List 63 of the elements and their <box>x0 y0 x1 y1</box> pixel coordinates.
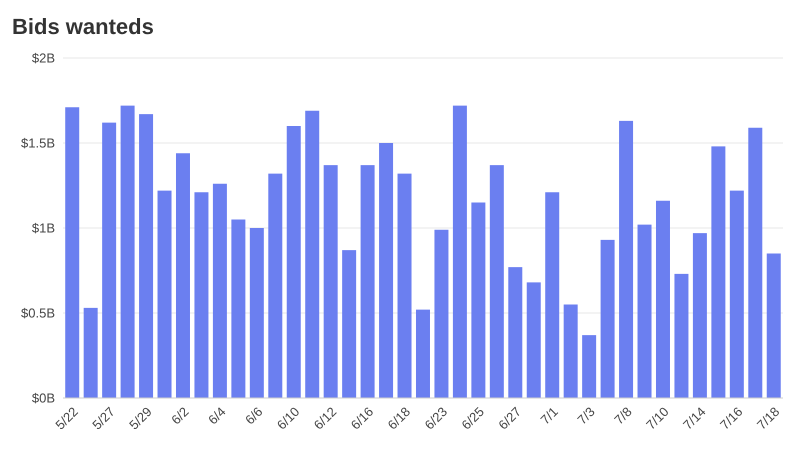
x-tick-label: 5/29 <box>126 404 155 433</box>
y-tick-label: $0.5B <box>21 306 55 321</box>
bar <box>398 174 412 398</box>
x-tick-label: 6/18 <box>384 404 414 433</box>
bar <box>452 106 467 398</box>
bar <box>416 310 430 398</box>
chart-title: Bids wanteds <box>11 13 155 41</box>
x-tick-label: 7/18 <box>754 404 782 433</box>
bar <box>194 192 208 398</box>
bar <box>139 114 154 398</box>
bar <box>342 250 356 398</box>
x-tick-label: 6/23 <box>422 404 450 433</box>
bar <box>748 128 762 398</box>
bar <box>286 126 301 398</box>
bar <box>84 308 98 398</box>
bar <box>434 230 448 398</box>
bar <box>212 184 227 398</box>
x-tick-label: 6/2 <box>168 404 192 428</box>
bar <box>564 304 578 398</box>
bar <box>324 165 338 398</box>
bar <box>600 240 615 398</box>
x-tick-label: 5/22 <box>52 404 81 433</box>
bar <box>545 192 560 398</box>
bar <box>176 153 190 398</box>
x-tick-label: 6/4 <box>205 404 229 428</box>
x-tick-label: 7/10 <box>643 404 672 433</box>
y-tick-label: $1B <box>32 220 55 236</box>
bar <box>268 174 282 398</box>
bar <box>656 200 670 398</box>
bar <box>158 190 172 398</box>
x-tick-label: 6/12 <box>310 404 340 433</box>
x-tick-label: 6/6 <box>242 404 266 428</box>
y-tick-label: $0B <box>32 390 55 406</box>
bar <box>711 146 726 398</box>
bar <box>231 220 246 398</box>
x-tick-label: 7/8 <box>611 404 635 428</box>
bar <box>65 107 80 398</box>
bar <box>471 202 486 398</box>
bar <box>250 228 264 398</box>
bar <box>619 120 634 398</box>
bar <box>526 282 541 398</box>
x-tick-label: 7/3 <box>574 404 598 428</box>
x-tick-label: 6/16 <box>348 404 376 433</box>
x-tick-label: 6/10 <box>274 404 302 433</box>
bar <box>360 165 375 398</box>
x-tick-label: 6/25 <box>458 404 488 433</box>
bar <box>692 233 707 398</box>
bar <box>766 254 781 398</box>
x-tick-label: 7/14 <box>680 404 709 433</box>
x-tick-label: 7/16 <box>716 404 746 433</box>
bar <box>674 274 688 398</box>
bar <box>379 143 394 398</box>
y-tick-label: $2B <box>32 50 55 66</box>
bar <box>102 122 116 398</box>
bar <box>508 267 522 398</box>
bar <box>730 190 744 398</box>
y-tick-label: $1.5B <box>21 136 55 151</box>
bar <box>582 335 596 398</box>
bar <box>638 224 652 398</box>
x-tick-label: 7/1 <box>537 404 561 428</box>
bar <box>490 165 504 398</box>
bar <box>120 106 135 398</box>
bar <box>305 110 320 398</box>
